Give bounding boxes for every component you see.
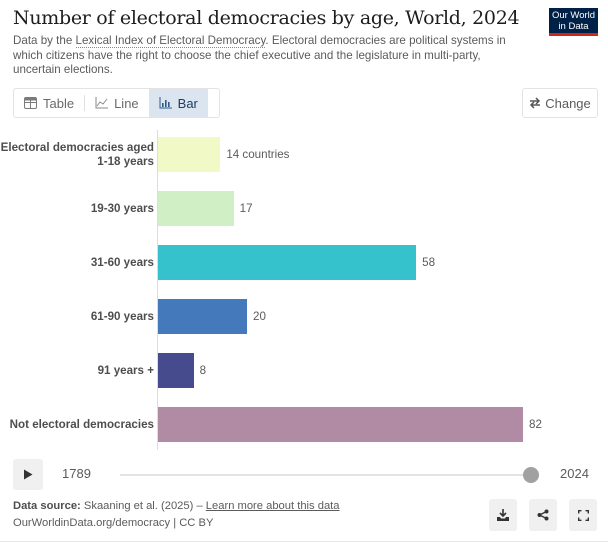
download-icon <box>497 509 509 521</box>
source-text: Skaaning et al. (2025) – <box>80 500 206 512</box>
category-label-line: 91 years + <box>97 363 154 377</box>
tab-divider <box>84 95 86 111</box>
category-label-line: Electoral democracies aged <box>0 141 154 154</box>
bar[interactable] <box>158 137 221 172</box>
category-label-line: 19-30 years <box>90 201 154 215</box>
change-label: Change <box>545 95 591 111</box>
play-icon <box>24 469 33 480</box>
share-icon <box>537 509 549 521</box>
license-text[interactable]: OurWorldinData.org/democracy | CC BY <box>13 517 214 529</box>
view-tabs: Table Line Bar <box>13 88 220 118</box>
bar-chart-icon <box>159 97 172 109</box>
subtitle-text: Data by the <box>13 34 76 47</box>
timeline-handle[interactable] <box>523 467 539 483</box>
timeline-end-year: 2024 <box>560 466 589 481</box>
tab-label: Bar <box>177 95 198 111</box>
tab-table[interactable]: Table <box>14 89 84 117</box>
share-button[interactable] <box>529 499 557 531</box>
chart-title: Number of electoral democracies by age, … <box>13 7 520 29</box>
chart-subtitle: Data by the Lexical Index of Electoral D… <box>13 34 523 78</box>
download-button[interactable] <box>489 499 517 531</box>
source-label: Data source: <box>13 500 81 512</box>
bar[interactable] <box>158 407 523 442</box>
category-label: 31-60 years <box>91 256 154 270</box>
timeline-track[interactable] <box>120 474 531 476</box>
play-button[interactable] <box>13 459 43 490</box>
data-source: Data source: Skaaning et al. (2025) – Le… <box>13 500 340 512</box>
bar[interactable] <box>158 299 248 334</box>
owid-logo[interactable]: Our World in Data <box>549 8 598 36</box>
category-label: Not electoral democracies <box>10 418 154 432</box>
line-chart-icon <box>95 97 109 109</box>
tab-label: Table <box>43 95 75 111</box>
tab-bar[interactable]: Bar <box>148 89 208 117</box>
bar-value-label: 8 <box>199 363 207 377</box>
bar[interactable] <box>158 191 234 226</box>
category-label: 19-30 years <box>91 202 154 216</box>
swap-arrows-icon <box>530 97 541 109</box>
category-label: 61-90 years <box>91 310 154 324</box>
category-label-line: 1-18 years <box>97 154 154 168</box>
category-label: Electoral democracies aged 1-18 years <box>1 141 154 168</box>
logo-line: in Data <box>558 20 589 32</box>
bar-value-label: 14 countries <box>226 147 290 161</box>
tab-line[interactable]: Line <box>85 89 149 117</box>
bar-value-label: 17 <box>239 201 253 215</box>
category-label-line: 31-60 years <box>90 255 154 269</box>
table-icon <box>24 97 37 109</box>
change-button[interactable]: Change <box>522 88 598 118</box>
learn-more-link[interactable]: Learn more about this data <box>205 500 340 512</box>
bar[interactable] <box>158 245 417 280</box>
fullscreen-icon <box>577 509 589 521</box>
category-label: 91 years + <box>98 364 154 378</box>
bar[interactable] <box>158 353 194 388</box>
bar-value-label: 20 <box>253 309 266 323</box>
fullscreen-button[interactable] <box>569 499 597 531</box>
tab-label: Line <box>114 95 139 111</box>
bar-value-label: 58 <box>422 255 436 269</box>
subtitle-text: . Electoral democracies are political sy… <box>13 34 506 76</box>
bar-value-label: 82 <box>529 417 542 431</box>
category-label-line: 61-90 years <box>90 309 154 323</box>
category-label-line: Not electoral democracies <box>9 417 154 431</box>
footer-divider <box>0 541 608 542</box>
logo-line: Our World <box>551 10 596 21</box>
lexical-index-link[interactable]: Lexical Index of Electoral Democracy <box>75 34 266 48</box>
y-axis-line <box>157 130 158 450</box>
timeline-start-year: 1789 <box>62 466 91 481</box>
